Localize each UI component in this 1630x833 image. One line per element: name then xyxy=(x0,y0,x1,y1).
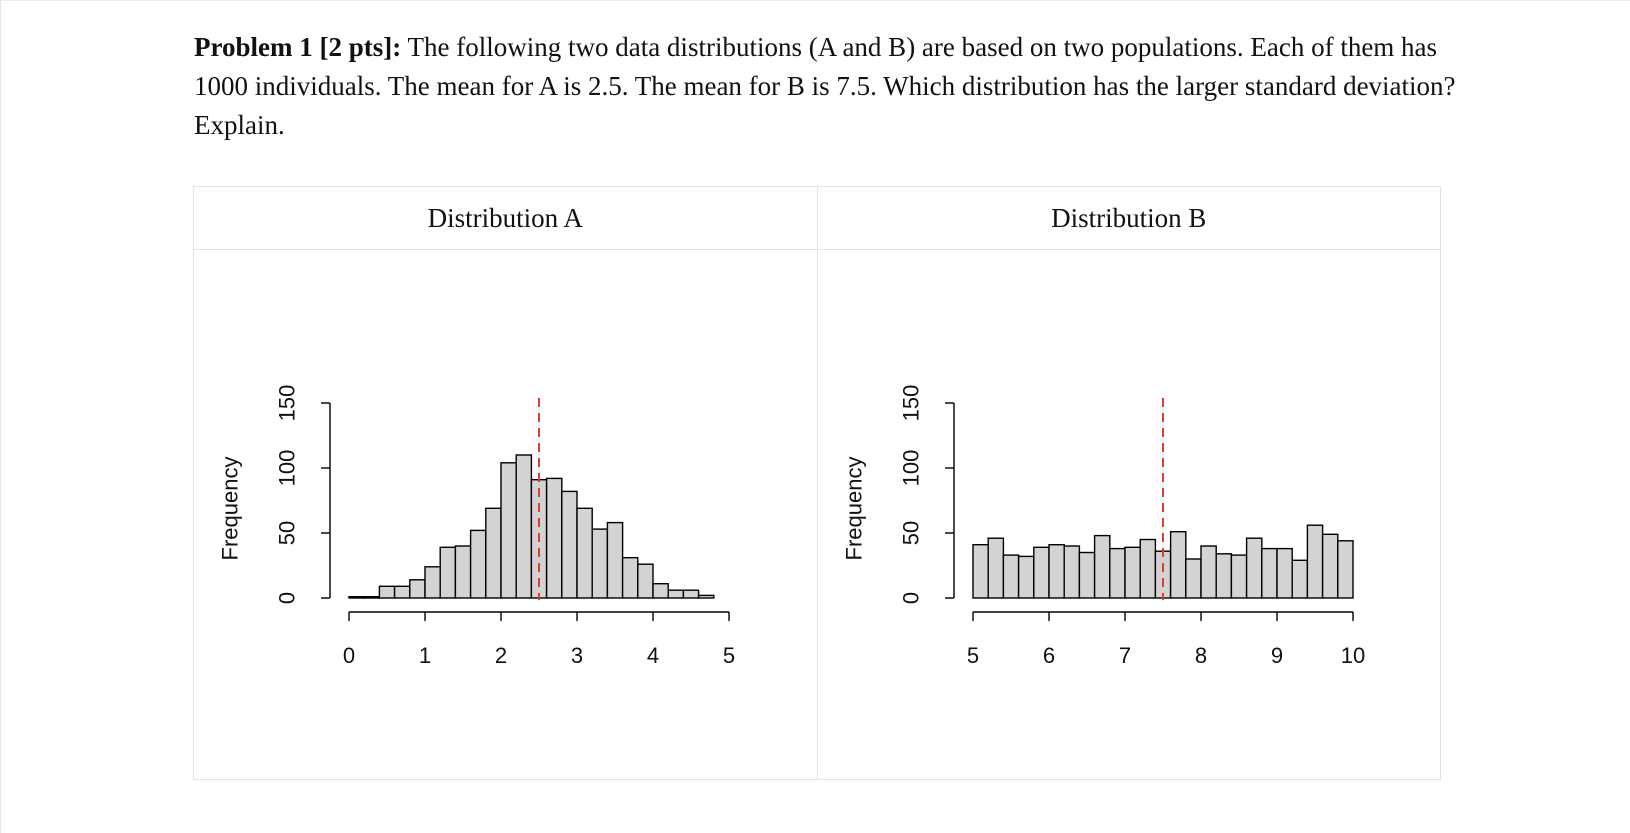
histogram-bar xyxy=(1032,546,1050,599)
histogram-bar xyxy=(1154,550,1171,599)
histogram-bar xyxy=(561,490,578,599)
y-tick-label: 0 xyxy=(275,592,300,604)
histogram-bar xyxy=(1321,533,1339,599)
histogram-bar xyxy=(1169,531,1187,599)
histogram-bar xyxy=(393,585,411,599)
histogram-bar xyxy=(1260,547,1278,599)
histogram-bar xyxy=(971,544,989,599)
histogram-bar xyxy=(1093,534,1111,599)
histogram-bar xyxy=(1199,545,1217,599)
histogram-bar xyxy=(591,528,609,599)
y-tick-label: 50 xyxy=(898,521,923,545)
y-tick-label: 150 xyxy=(898,385,923,422)
figure-a-title: Distribution A xyxy=(193,186,818,250)
x-tick-label: 2 xyxy=(495,643,507,668)
figure-b-cell: 5 6 7 8 9 10 0 50 100 150 Frequency xyxy=(816,249,1441,780)
x-tick-label: 5 xyxy=(723,643,735,668)
y-tick-label: 100 xyxy=(275,450,300,487)
y-axis-label: Frequency xyxy=(218,457,243,561)
histogram-bar xyxy=(1306,524,1323,599)
page-top-border xyxy=(0,0,1630,1)
x-tick-label: 5 xyxy=(966,643,978,668)
histogram-bar xyxy=(363,596,381,599)
x-tick-label: 3 xyxy=(571,643,583,668)
histogram-bar xyxy=(1245,537,1263,599)
histogram-bar xyxy=(1002,554,1019,599)
histogram-bar xyxy=(1047,544,1065,599)
x-tick-label: 8 xyxy=(1194,643,1206,668)
histogram-bar xyxy=(1108,547,1126,599)
histogram-bar xyxy=(1336,540,1354,599)
histogram-bar xyxy=(1230,554,1247,599)
x-tick-label: 0 xyxy=(343,643,355,668)
figure-a-cell: 0 1 2 3 4 5 0 50 100 150 Frequency xyxy=(193,249,818,780)
histogram-bar xyxy=(1139,538,1156,599)
page-left-border xyxy=(0,0,1,833)
histogram-bar xyxy=(1123,546,1141,599)
y-tick-label: 150 xyxy=(275,385,300,422)
x-tick-label: 9 xyxy=(1270,643,1282,668)
histogram-bar xyxy=(1078,551,1095,599)
problem-statement: Problem 1 [2 pts]: The following two dat… xyxy=(194,28,1464,145)
x-tick-label: 7 xyxy=(1118,643,1130,668)
histogram-bar xyxy=(652,583,669,599)
histogram-bar xyxy=(637,563,654,599)
histogram-bar xyxy=(1184,558,1202,599)
figure-b-title: Distribution B xyxy=(816,186,1441,250)
figure-body-row: 0 1 2 3 4 5 0 50 100 150 Frequency 5 6 7 8 9 10 0 50 100 15… xyxy=(193,249,1441,780)
histogram-bar xyxy=(697,594,715,599)
x-tick-label: 10 xyxy=(1340,643,1364,668)
x-tick-label: 4 xyxy=(647,643,659,668)
problem-heading: Problem 1 [2 pts]: xyxy=(194,32,402,62)
histogram-bar xyxy=(378,585,396,599)
histogram-bar xyxy=(621,557,639,599)
y-axis-label: Frequency xyxy=(841,457,866,561)
histogram-bar xyxy=(500,462,517,599)
histogram-bar xyxy=(667,589,685,599)
histogram-bar xyxy=(1275,547,1293,599)
histogram-bar xyxy=(485,507,502,599)
problem-text: The following two data distributions (A … xyxy=(194,32,1456,140)
histogram-bar xyxy=(409,579,426,599)
histogram-bar xyxy=(439,546,457,599)
figure-table: Distribution A Distribution B 0 1 2 3 4 5 0 50 1… xyxy=(193,186,1441,780)
histogram-bar xyxy=(986,537,1004,599)
histogram-bar xyxy=(1017,555,1035,599)
histogram-bar xyxy=(576,507,593,599)
histogram-bar xyxy=(424,566,441,599)
histogram-bar xyxy=(454,545,472,599)
histogram-bar xyxy=(1215,553,1232,599)
histogram-bar xyxy=(515,454,533,599)
histogram-bar xyxy=(469,529,487,599)
histogram-bar xyxy=(545,477,563,599)
histogram-bar xyxy=(1291,559,1308,599)
histogram-bar xyxy=(1062,545,1080,599)
x-tick-label: 1 xyxy=(419,643,431,668)
y-tick-label: 0 xyxy=(898,592,923,604)
histogram-bar xyxy=(606,521,624,599)
y-tick-label: 50 xyxy=(275,521,300,545)
figure-header-row: Distribution A Distribution B xyxy=(193,186,1441,250)
x-tick-label: 6 xyxy=(1042,643,1054,668)
histogram-bar xyxy=(682,589,700,599)
histogram-bar xyxy=(348,596,365,599)
y-tick-label: 100 xyxy=(898,450,923,487)
